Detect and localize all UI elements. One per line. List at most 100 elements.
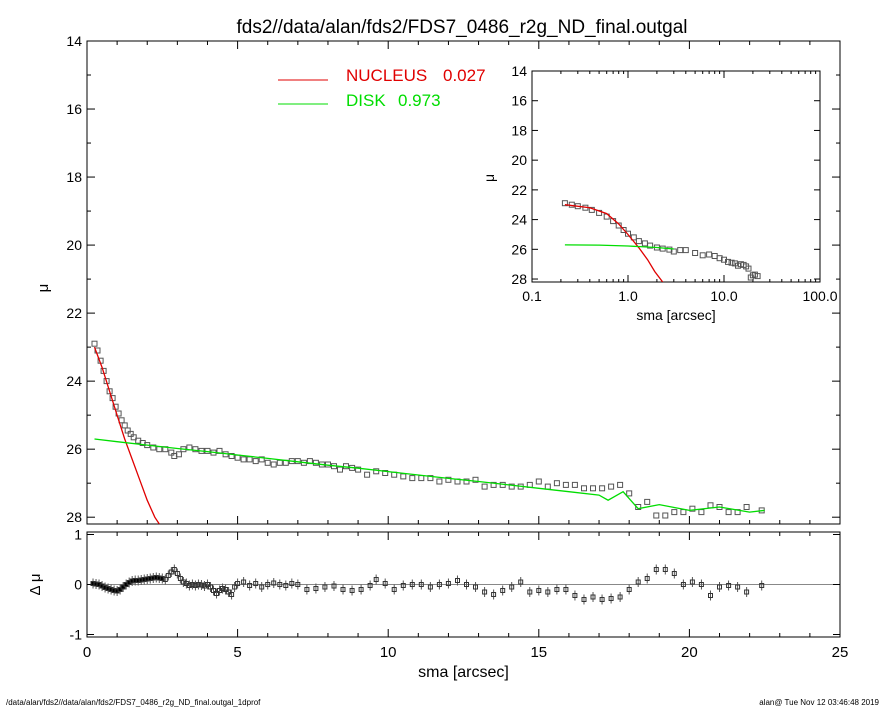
residual-point (382, 581, 388, 586)
residual-point (726, 583, 732, 588)
inset-data-point (716, 255, 723, 262)
residual-point (662, 567, 668, 572)
main-data-point (427, 475, 434, 482)
main-ytick-label: 14 (66, 33, 82, 49)
main-ylabel: μ (35, 284, 52, 293)
residual-point (289, 581, 295, 586)
main-data-point (581, 485, 587, 492)
legend: NUCLEUS 0.027 DISK 0.973 (278, 66, 486, 110)
main-data-point (409, 475, 416, 482)
residual-point (162, 577, 168, 582)
inset-data-point (725, 258, 731, 265)
inset-ytick-label: 16 (511, 93, 527, 109)
residual-point (436, 582, 442, 587)
residual-point (744, 589, 750, 595)
residual-point (192, 583, 198, 588)
main-data-point (312, 459, 319, 466)
main-data-point (481, 483, 488, 490)
inset-ytick-label: 28 (511, 271, 527, 287)
residual-point (473, 584, 478, 590)
residual-point (590, 594, 596, 600)
main-data-point (156, 446, 163, 453)
inset-data-point (699, 252, 706, 259)
residual-point (554, 587, 560, 592)
inset-xtick-label: 10.0 (710, 288, 737, 304)
inset-xlabel: sma [arcsec] (636, 307, 715, 323)
residual-xtick-label: 15 (530, 644, 547, 661)
main-data-point (544, 483, 551, 490)
legend-disk-label: DISK (346, 91, 386, 110)
residual-point (235, 581, 241, 586)
residual-xtick-label: 20 (681, 644, 698, 661)
residual-ytick-label: 0 (74, 577, 82, 593)
main-data-point (355, 466, 362, 473)
residual-point (391, 587, 397, 592)
inset-data-point (677, 247, 684, 254)
inset-data-point (647, 242, 654, 249)
inset-ytick-label: 22 (511, 182, 527, 198)
main-data-point (707, 502, 714, 509)
residual-point (717, 584, 722, 590)
inset-nucleus-line (564, 204, 664, 282)
main-data-point (240, 456, 247, 463)
residual-point (220, 586, 225, 591)
residual-point (572, 593, 578, 598)
inset-xtick-label: 100.0 (802, 288, 837, 304)
main-data-point (617, 481, 624, 488)
residual-point (427, 584, 433, 590)
main-data-point (121, 422, 128, 429)
footer-left: /data/alan/fds2//data/alan/fds2/FDS7_048… (6, 698, 261, 707)
main-data-point (337, 466, 343, 473)
residual-point (186, 583, 192, 588)
residual-xlabel: sma [arcsec] (418, 664, 509, 681)
main-data-point (599, 485, 606, 492)
main-data-point (608, 483, 615, 490)
residual-point (708, 593, 713, 598)
inset-ytick-label: 14 (511, 63, 527, 79)
main-disk-line (94, 438, 765, 513)
residual-ylabel: Δ μ (27, 573, 44, 595)
main-data-point (364, 471, 371, 478)
main-data-point (653, 512, 660, 519)
residual-point (171, 567, 177, 572)
residual-ytick-label: 1 (74, 527, 82, 543)
main-data-point (680, 509, 687, 516)
inset-data-point (728, 259, 735, 266)
main-data-point (192, 446, 199, 453)
main-ytick-label: 18 (66, 169, 82, 185)
main-data-point (743, 504, 750, 510)
residual-point (464, 582, 469, 587)
residual-point (177, 576, 183, 581)
legend-nucleus-label: NUCLEUS (346, 66, 427, 85)
residual-point (247, 583, 253, 588)
main-ytick-label: 26 (66, 441, 82, 457)
residual-point (340, 587, 346, 592)
legend-nucleus-value: 0.027 (443, 66, 486, 85)
residual-point (232, 584, 238, 590)
residual-xtick-label: 25 (832, 644, 849, 661)
inset-data-point (620, 227, 627, 233)
residual-point (189, 582, 195, 587)
inset-ytick-label: 26 (511, 241, 527, 257)
main-data-point (553, 480, 560, 487)
inset-plot: 14 16 18 20 22 24 26 280.1 1.0 10.0 100.0 sma [arcs… (481, 63, 838, 323)
residual-point (455, 578, 460, 583)
main-data-point (590, 485, 596, 492)
main-data-point (258, 456, 265, 463)
main-data-point (662, 512, 669, 519)
inset-data-point (666, 246, 673, 253)
inset-ytick-label: 20 (511, 152, 527, 168)
residual-point (253, 581, 259, 586)
main-data-point (276, 459, 283, 466)
residual-point (491, 592, 497, 597)
main-data-point (270, 461, 277, 468)
residual-point (358, 587, 364, 592)
residual-xtick-label: 5 (233, 644, 241, 661)
residual-point (626, 587, 632, 592)
main-data-point (94, 347, 101, 354)
residual-xtick-label: 10 (380, 644, 397, 661)
residual-point (199, 582, 204, 588)
residual-point (527, 589, 533, 595)
inset-ylabel: μ (481, 174, 497, 182)
footer-right: alan@ Tue Nov 12 03:46:48 2019 (759, 698, 879, 707)
